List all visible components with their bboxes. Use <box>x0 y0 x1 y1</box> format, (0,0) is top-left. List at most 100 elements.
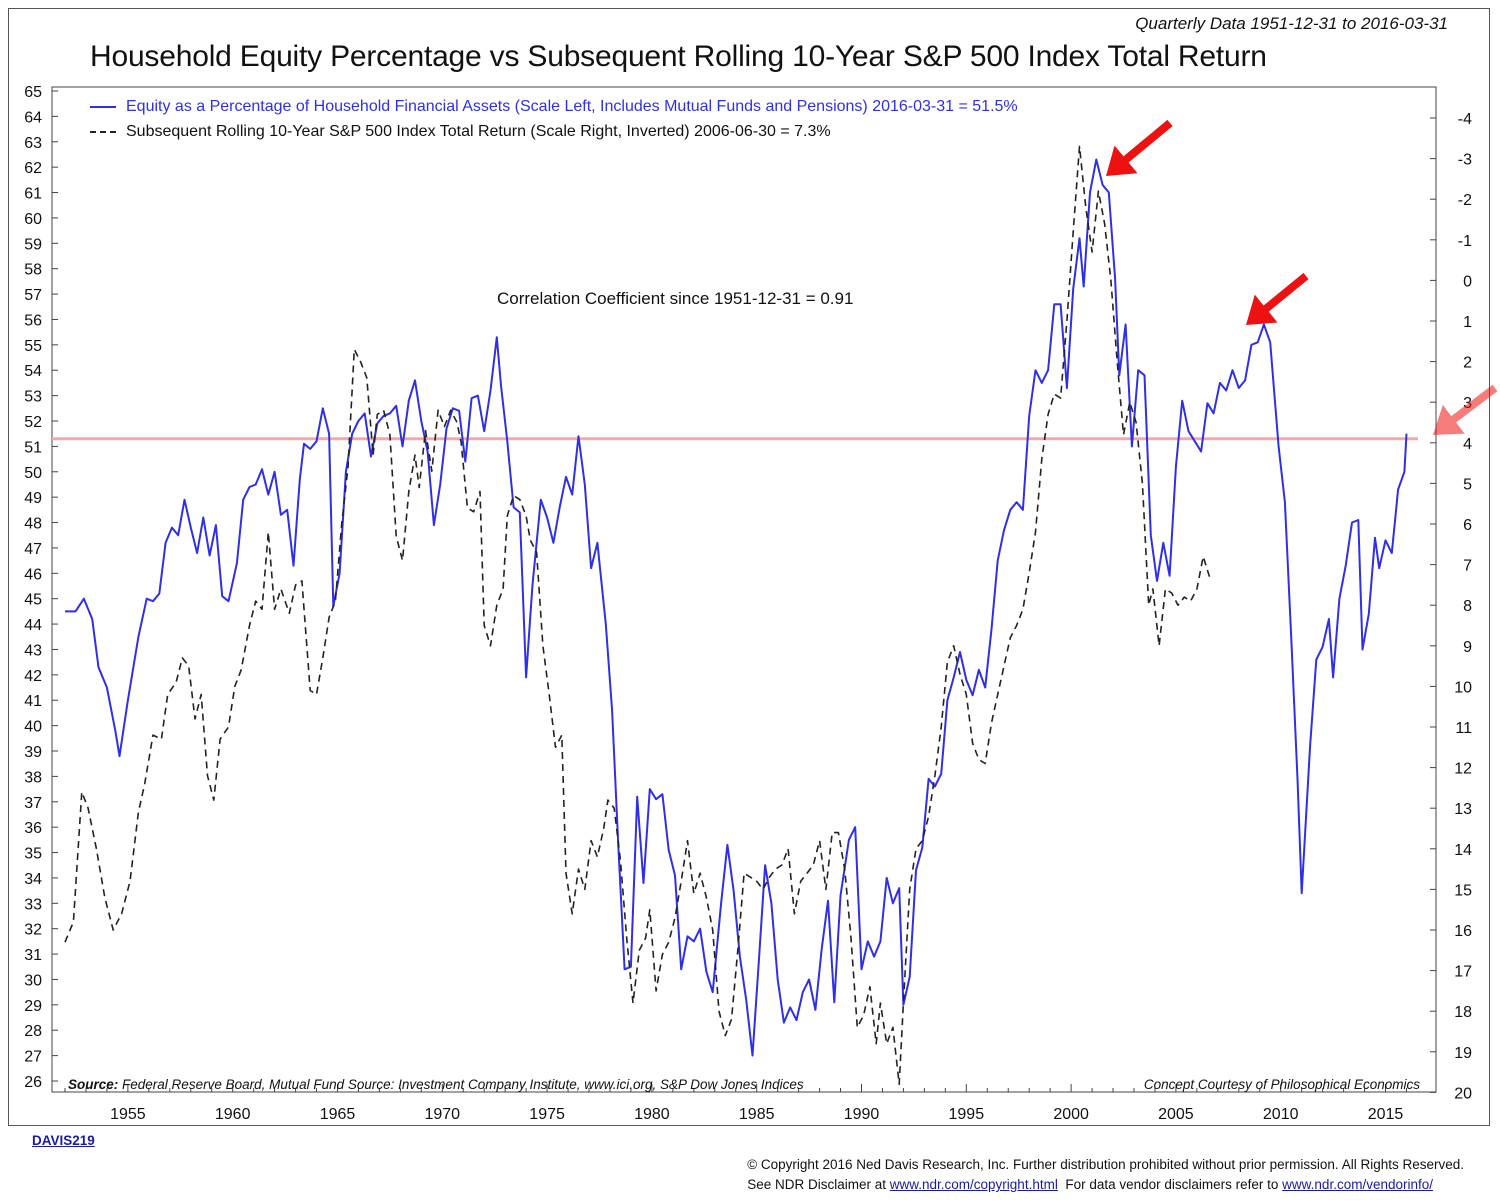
y-left-tick-label: 59 <box>24 236 42 253</box>
y-left-tick-label: 45 <box>24 592 42 609</box>
y-left-tick-label: 54 <box>24 363 42 380</box>
y-right-tick-label: 3 <box>1463 395 1472 412</box>
y-right-tick-label: 18 <box>1454 1004 1472 1021</box>
y-left-tick-label: 56 <box>24 312 42 329</box>
y-right-tick-label: 20 <box>1454 1085 1472 1102</box>
x-tick-label: 1980 <box>634 1106 670 1123</box>
legend-label-series1: Equity as a Percentage of Household Fina… <box>126 97 1018 115</box>
x-tick-label: 1990 <box>844 1106 880 1123</box>
y-left-tick-label: 47 <box>24 541 42 558</box>
y-left-tick-label: 58 <box>24 262 42 279</box>
concept-credit: Concept Courtesy of Philosophical Econom… <box>1143 1077 1420 1092</box>
x-tick-label: 1965 <box>320 1106 356 1123</box>
y-right-tick-label: 7 <box>1463 558 1472 575</box>
y-right-tick-label: 8 <box>1463 598 1472 615</box>
x-tick-label: 1960 <box>215 1106 251 1123</box>
y-left-tick-label: 46 <box>24 566 42 583</box>
vendor-info-link[interactable]: www.ndr.com/vendorinfo/ <box>1282 1177 1433 1192</box>
legend: Equity as a Percentage of Household Fina… <box>90 94 1018 144</box>
y-left-tick-label: 65 <box>24 84 42 101</box>
copyright-notice: © Copyright 2016 Ned Davis Research, Inc… <box>747 1155 1464 1195</box>
y-left-tick-label: 37 <box>24 795 42 812</box>
y-left-tick-label: 40 <box>24 719 42 736</box>
legend-item-series2: Subsequent Rolling 10-Year S&P 500 Index… <box>90 119 1018 144</box>
y-left-tick-label: 36 <box>24 820 42 837</box>
y-left-tick-label: 38 <box>24 769 42 786</box>
y-right-tick-label: 16 <box>1454 923 1472 940</box>
y-left-tick-label: 44 <box>24 617 42 634</box>
legend-label-series2: Subsequent Rolling 10-Year S&P 500 Index… <box>126 122 831 140</box>
y-right-tick-label: -4 <box>1458 111 1472 128</box>
y-right-tick-label: 1 <box>1463 314 1472 331</box>
y-right-tick-label: 19 <box>1454 1045 1472 1062</box>
chart-title: Household Equity Percentage vs Subsequen… <box>90 40 1267 73</box>
y-right-tick-label: 13 <box>1454 801 1472 818</box>
correlation-annotation: Correlation Coefficient since 1951-12-31… <box>497 289 854 308</box>
series-return-line <box>64 145 1211 1086</box>
copyright-line2: See NDR Disclaimer at www.ndr.com/copyri… <box>747 1175 1464 1195</box>
x-tick-label: 1970 <box>424 1106 460 1123</box>
source-note: Source: Federal Reserve Board, Mutual Fu… <box>68 1077 804 1092</box>
y-left-tick-label: 57 <box>24 287 42 304</box>
vendor-text: For data vendor disclaimers refer to <box>1057 1177 1283 1192</box>
y-left-tick-label: 50 <box>24 465 42 482</box>
y-right-tick-label: 15 <box>1454 882 1472 899</box>
arrow-icon <box>1106 119 1173 176</box>
y-left-tick-label: 26 <box>24 1074 42 1091</box>
y-left-tick-label: 62 <box>24 160 42 177</box>
y-left-tick-label: 53 <box>24 389 42 406</box>
y-left-tick-label: 49 <box>24 490 42 507</box>
x-tick-label: 1985 <box>739 1106 775 1123</box>
y-left-tick-label: 42 <box>24 668 42 685</box>
y-left-tick-label: 63 <box>24 135 42 152</box>
y-left-tick-label: 31 <box>24 947 42 964</box>
y-right-tick-label: 12 <box>1454 761 1472 778</box>
y-left-tick-label: 39 <box>24 744 42 761</box>
y-left-tick-label: 30 <box>24 972 42 989</box>
plot-area <box>51 86 1437 1093</box>
disclaimer-text: See NDR Disclaimer at <box>747 1177 890 1192</box>
y-right-tick-label: -1 <box>1458 233 1472 250</box>
y-left-tick-label: 34 <box>24 871 42 888</box>
legend-swatch-dashed <box>90 130 116 133</box>
x-tick-label: 2000 <box>1053 1106 1089 1123</box>
y-left-tick-label: 55 <box>24 338 42 355</box>
legend-swatch-solid <box>90 105 116 108</box>
y-left-tick-label: 48 <box>24 516 42 533</box>
y-left-tick-label: 43 <box>24 642 42 659</box>
y-left-tick-label: 64 <box>24 109 42 126</box>
chart-subtitle: Quarterly Data 1951-12-31 to 2016-03-31 <box>1135 14 1448 33</box>
y-right-tick-label: 2 <box>1463 355 1472 372</box>
y-right-tick-label: 14 <box>1454 842 1472 859</box>
chart-code-link[interactable]: DAVIS219 <box>32 1133 95 1148</box>
y-left-tick-label: 29 <box>24 998 42 1015</box>
x-tick-label: 2005 <box>1158 1106 1194 1123</box>
y-right-tick-label: 17 <box>1454 964 1472 981</box>
arrow-icon <box>1246 272 1309 325</box>
y-right-tick-label: -2 <box>1458 192 1472 209</box>
y-left-tick-label: 35 <box>24 846 42 863</box>
x-tick-label: 2010 <box>1263 1106 1299 1123</box>
x-tick-label: 2015 <box>1368 1106 1404 1123</box>
y-left-tick-label: 33 <box>24 896 42 913</box>
y-left-tick-label: 41 <box>24 693 42 710</box>
arrow-icon <box>1433 384 1498 435</box>
series-equity-line <box>65 158 1408 1057</box>
legend-item-series1: Equity as a Percentage of Household Fina… <box>90 94 1018 119</box>
y-left-tick-label: 32 <box>24 922 42 939</box>
y-right-tick-label: 4 <box>1463 436 1472 453</box>
chart-frame <box>8 8 1490 1126</box>
y-left-tick-label: 27 <box>24 1049 42 1066</box>
y-left-tick-label: 51 <box>24 439 42 456</box>
x-tick-label: 1995 <box>949 1106 985 1123</box>
y-right-tick-label: 11 <box>1455 720 1472 737</box>
copyright-link[interactable]: www.ndr.com/copyright.html <box>889 1177 1058 1192</box>
source-label: Source: <box>68 1077 119 1092</box>
y-left-tick-label: 28 <box>24 1023 42 1040</box>
source-text: Federal Reserve Board, Mutual Fund Sourc… <box>122 1077 804 1092</box>
copyright-line1: © Copyright 2016 Ned Davis Research, Inc… <box>747 1157 1464 1172</box>
y-left-tick-label: 61 <box>24 186 42 203</box>
y-right-tick-label: 10 <box>1454 679 1472 696</box>
y-right-tick-label: 6 <box>1463 517 1472 534</box>
